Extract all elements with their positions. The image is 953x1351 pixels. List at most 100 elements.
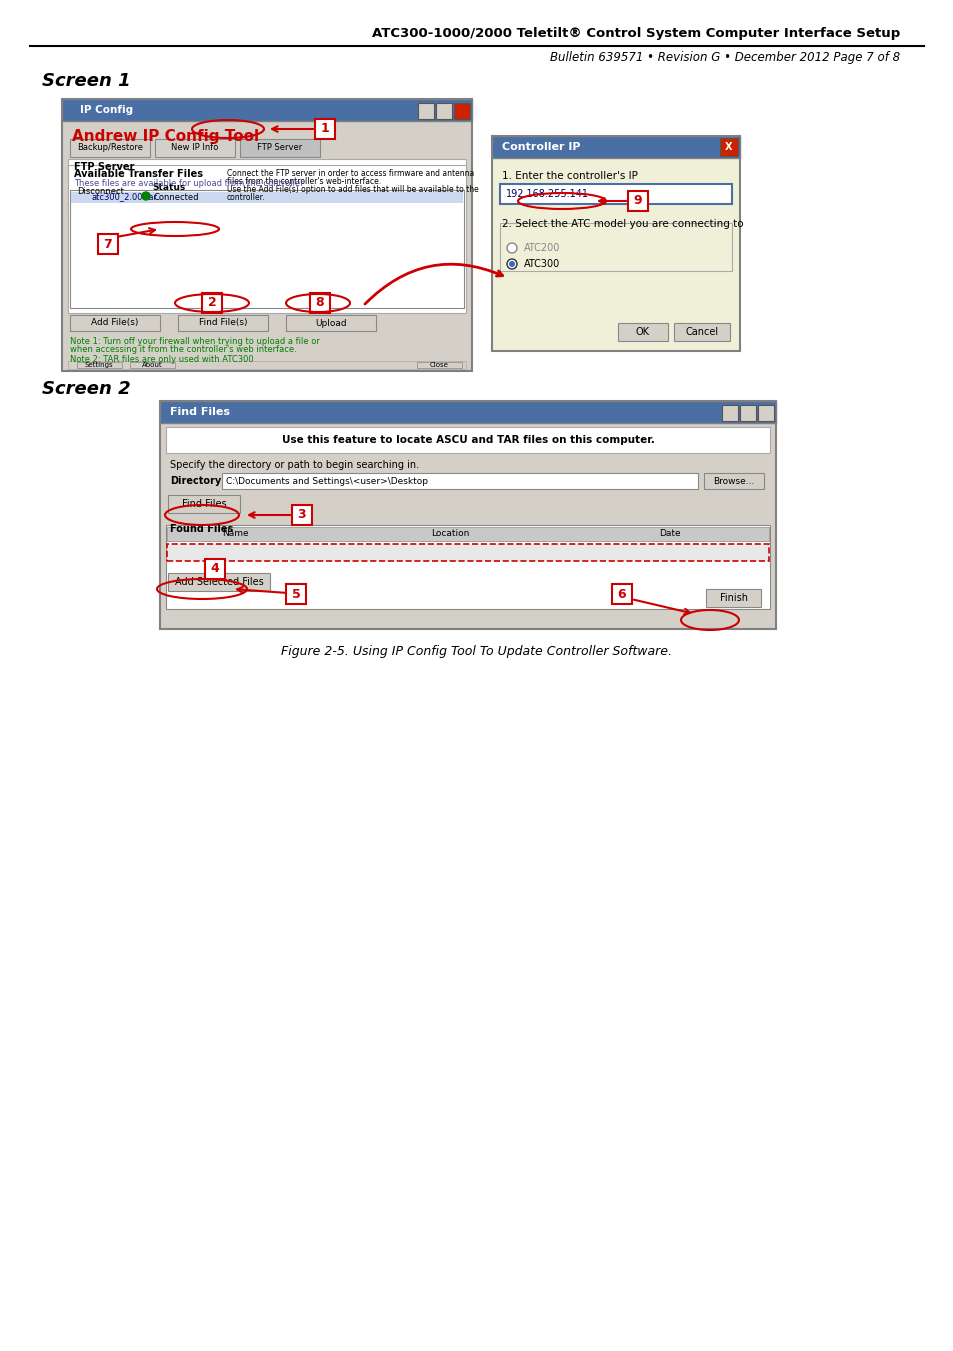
Text: C:\Documents and Settings\<user>\Desktop: C:\Documents and Settings\<user>\Desktop	[226, 477, 428, 485]
FancyBboxPatch shape	[130, 362, 174, 367]
Text: 10/5/2007 4:32 ...: 10/5/2007 4:32 ...	[612, 547, 686, 557]
FancyBboxPatch shape	[720, 138, 738, 155]
FancyBboxPatch shape	[205, 559, 225, 580]
Text: 7: 7	[104, 238, 112, 250]
Text: Close: Close	[429, 362, 448, 367]
FancyBboxPatch shape	[310, 293, 330, 313]
FancyBboxPatch shape	[286, 584, 306, 604]
FancyBboxPatch shape	[71, 192, 462, 203]
Text: Settings: Settings	[85, 362, 113, 367]
Text: 9: 9	[633, 195, 641, 208]
FancyBboxPatch shape	[286, 315, 375, 331]
Text: controller.: controller.	[227, 192, 265, 201]
FancyBboxPatch shape	[454, 103, 470, 119]
FancyBboxPatch shape	[240, 139, 319, 157]
FancyBboxPatch shape	[740, 405, 755, 422]
FancyBboxPatch shape	[492, 136, 740, 351]
FancyBboxPatch shape	[62, 99, 472, 372]
FancyBboxPatch shape	[168, 573, 270, 590]
FancyBboxPatch shape	[705, 589, 760, 607]
FancyBboxPatch shape	[68, 165, 465, 313]
FancyBboxPatch shape	[154, 139, 234, 157]
Text: 6: 6	[617, 588, 626, 600]
Text: Note 2: TAR files are only used with ATC300: Note 2: TAR files are only used with ATC…	[70, 355, 253, 365]
FancyBboxPatch shape	[137, 174, 219, 204]
FancyBboxPatch shape	[166, 427, 769, 453]
Text: 8: 8	[315, 296, 324, 309]
Text: Andrew IP Config Tool: Andrew IP Config Tool	[71, 130, 259, 145]
FancyBboxPatch shape	[612, 584, 631, 604]
Text: ATC200: ATC200	[523, 243, 559, 253]
Text: OK: OK	[636, 327, 649, 336]
FancyBboxPatch shape	[721, 405, 738, 422]
FancyBboxPatch shape	[492, 136, 740, 158]
FancyBboxPatch shape	[98, 234, 118, 254]
Text: Upload: Upload	[314, 319, 347, 327]
Text: Available Transfer Files: Available Transfer Files	[74, 169, 203, 178]
Text: Figure 2-5. Using IP Config Tool To Update Controller Software.: Figure 2-5. Using IP Config Tool To Upda…	[281, 644, 672, 658]
Text: Add Selected Files: Add Selected Files	[174, 577, 263, 586]
Text: Browse...: Browse...	[713, 477, 754, 485]
FancyBboxPatch shape	[314, 119, 335, 139]
Text: 3: 3	[297, 508, 306, 521]
Text: Backup/Restore: Backup/Restore	[77, 143, 143, 153]
Text: Find Files: Find Files	[181, 499, 226, 509]
Text: Connected: Connected	[153, 192, 199, 201]
Text: ATC300: ATC300	[523, 259, 559, 269]
Text: Find Files: Find Files	[170, 407, 230, 417]
Text: Found Files: Found Files	[170, 524, 233, 534]
FancyBboxPatch shape	[168, 494, 240, 513]
Text: atc300 2.00.tar: atc300 2.00.tar	[193, 547, 257, 557]
FancyBboxPatch shape	[222, 473, 698, 489]
FancyBboxPatch shape	[292, 505, 312, 526]
Text: Connect the FTP server in order to access firmware and antenna: Connect the FTP server in order to acces…	[227, 169, 474, 177]
Text: Find File(s): Find File(s)	[198, 319, 247, 327]
FancyBboxPatch shape	[70, 315, 160, 331]
FancyBboxPatch shape	[160, 401, 775, 630]
FancyBboxPatch shape	[202, 293, 222, 313]
FancyBboxPatch shape	[68, 361, 465, 369]
Text: Bulletin 639571 • Revision G • December 2012 Page 7 of 8: Bulletin 639571 • Revision G • December …	[549, 51, 899, 65]
FancyBboxPatch shape	[68, 159, 465, 211]
Text: FTP Server: FTP Server	[74, 162, 134, 172]
Text: 5: 5	[292, 588, 300, 600]
FancyBboxPatch shape	[62, 99, 472, 122]
Text: Specify the directory or path to begin searching in.: Specify the directory or path to begin s…	[170, 459, 418, 470]
Text: atc300_2.00.tar: atc300_2.00.tar	[91, 192, 158, 201]
Text: 1: 1	[320, 123, 329, 135]
FancyBboxPatch shape	[160, 401, 775, 423]
Text: 2. Select the ATC model you are connecting to: 2. Select the ATC model you are connecti…	[501, 219, 742, 230]
Text: Use the Add File(s) option to add files that will be available to the: Use the Add File(s) option to add files …	[227, 185, 478, 193]
FancyBboxPatch shape	[703, 473, 763, 489]
FancyBboxPatch shape	[178, 315, 268, 331]
Text: Disconnect: Disconnect	[77, 186, 124, 196]
Circle shape	[142, 192, 150, 200]
FancyBboxPatch shape	[167, 544, 768, 561]
Text: 2: 2	[208, 296, 216, 309]
Text: Screen 1: Screen 1	[42, 72, 131, 91]
FancyBboxPatch shape	[70, 139, 150, 157]
Ellipse shape	[506, 259, 517, 269]
Text: Note 1: Turn off your firewall when trying to upload a file or: Note 1: Turn off your firewall when tryi…	[70, 338, 319, 346]
Text: Controller IP: Controller IP	[501, 142, 579, 153]
FancyBboxPatch shape	[166, 526, 769, 609]
Text: Screen 2: Screen 2	[42, 380, 131, 399]
Text: X: X	[724, 142, 732, 153]
Text: About: About	[142, 362, 162, 367]
Text: Date: Date	[659, 530, 680, 539]
Ellipse shape	[509, 261, 515, 267]
FancyBboxPatch shape	[627, 190, 647, 211]
FancyBboxPatch shape	[618, 323, 667, 340]
FancyBboxPatch shape	[70, 190, 463, 308]
Text: C:\Documents and Settings\<user>\Desktop\: C:\Documents and Settings\<user>\Desktop…	[335, 547, 525, 557]
FancyBboxPatch shape	[758, 405, 773, 422]
Text: 1. Enter the controller's IP: 1. Enter the controller's IP	[501, 172, 638, 181]
FancyBboxPatch shape	[416, 362, 461, 367]
Ellipse shape	[506, 243, 517, 253]
FancyBboxPatch shape	[417, 103, 434, 119]
FancyBboxPatch shape	[74, 181, 129, 201]
FancyBboxPatch shape	[499, 223, 731, 272]
Text: FTP Server: FTP Server	[257, 143, 302, 153]
Text: Finish: Finish	[720, 593, 747, 603]
Text: 4: 4	[211, 562, 219, 576]
